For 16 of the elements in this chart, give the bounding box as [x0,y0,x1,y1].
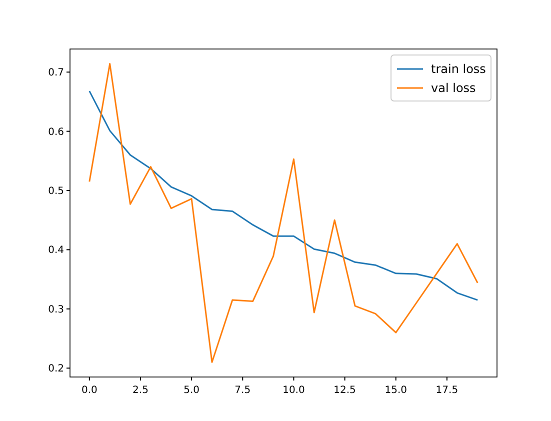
y-tick-label: 0.3 [48,304,64,316]
x-tick-label: 5.0 [184,385,200,396]
x-tick-label: 2.5 [132,385,148,396]
y-tick-label: 0.4 [48,245,64,256]
x-tick-label: 7.5 [234,385,251,396]
x-tick-label: 17.5 [436,385,458,396]
x-tick-label: 12.5 [334,385,356,396]
legend-label: train loss [431,62,486,76]
y-tick-label: 0.2 [48,364,64,375]
y-tick-label: 0.6 [48,126,64,138]
x-tick-label: 0.0 [81,385,98,396]
x-tick-label: 15.0 [384,385,407,396]
y-tick-label: 0.7 [48,68,64,79]
legend-label: val loss [431,81,476,95]
y-tick-label: 0.5 [48,186,64,197]
x-tick-label: 10.0 [282,385,305,396]
